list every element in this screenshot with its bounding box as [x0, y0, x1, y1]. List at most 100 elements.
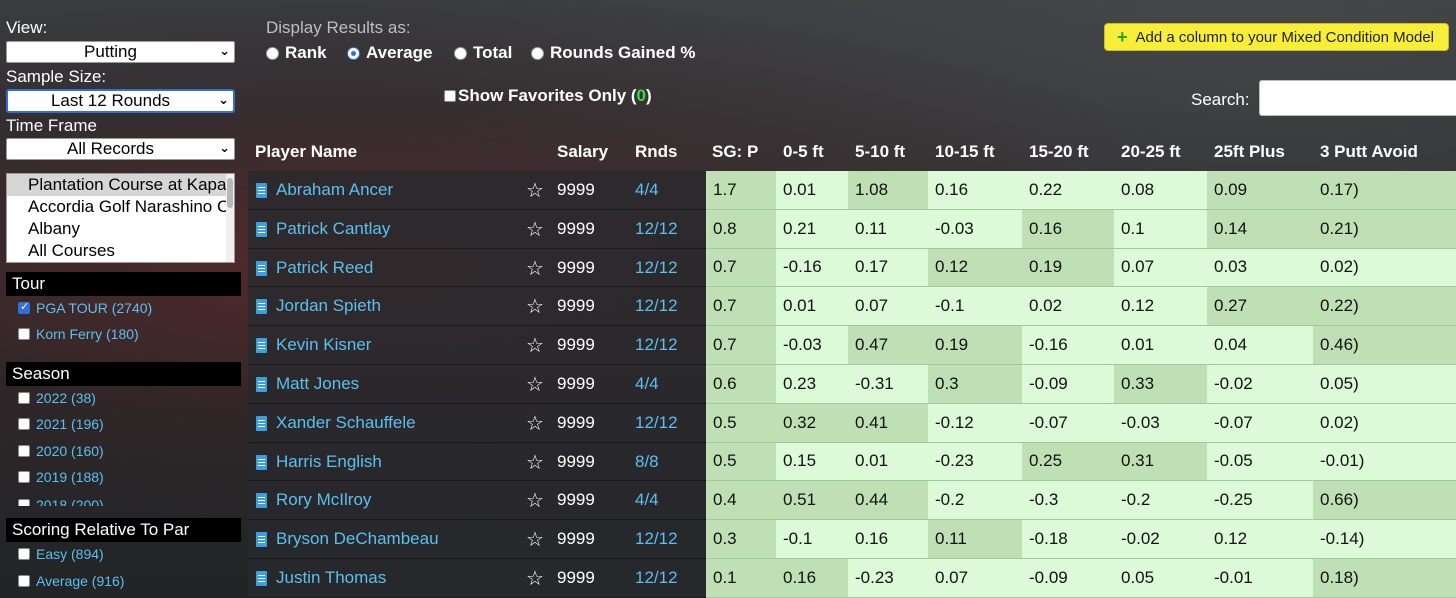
season-checkbox[interactable]: 2019 (188): [18, 468, 104, 486]
favorite-star-icon[interactable]: ☆: [526, 335, 544, 358]
document-icon[interactable]: [256, 221, 267, 237]
season-checkbox[interactable]: 2022 (38): [18, 389, 96, 407]
player-name-link[interactable]: Patrick Cantlay: [276, 218, 391, 238]
course-option[interactable]: Plantation Course at Kapalua: [7, 174, 234, 196]
stat-cell: 0.09: [1207, 171, 1313, 210]
favorite-star-icon[interactable]: ☆: [526, 412, 544, 435]
season-checkbox[interactable]: 2021 (196): [18, 415, 104, 433]
col-15-20ft[interactable]: 15-20 ft: [1029, 142, 1089, 161]
player-name-link[interactable]: Harris English: [276, 451, 382, 471]
tour-checkbox-pga[interactable]: PGA TOUR (2740): [18, 299, 152, 317]
favorites-toggle[interactable]: Show Favorites Only (0): [444, 86, 652, 106]
rounds-link[interactable]: 12/12: [635, 568, 678, 587]
document-icon[interactable]: [256, 454, 267, 470]
checkbox-icon[interactable]: [18, 392, 30, 404]
col-0-5ft[interactable]: 0-5 ft: [783, 142, 824, 161]
season-checkbox[interactable]: 2018 (200): [18, 496, 104, 506]
document-icon[interactable]: [256, 571, 267, 586]
player-name-link[interactable]: Abraham Ancer: [276, 180, 394, 199]
col-rnds[interactable]: Rnds: [635, 142, 678, 161]
rounds-link[interactable]: 12/12: [635, 335, 678, 355]
checkbox-icon[interactable]: [18, 328, 30, 340]
favorite-star-icon[interactable]: ☆: [526, 451, 544, 474]
radio-selected-icon[interactable]: [347, 46, 360, 60]
player-name-link[interactable]: Matt Jones: [276, 374, 360, 393]
time-frame-select[interactable]: All Records ⌄: [6, 138, 235, 160]
col-salary[interactable]: Salary: [557, 142, 609, 161]
radio-icon[interactable]: [454, 46, 467, 60]
col-3-putt-avoid[interactable]: 3 Putt Avoid: [1320, 142, 1418, 161]
scoring-checkbox[interactable]: Average (916): [18, 572, 124, 590]
document-icon[interactable]: [256, 532, 267, 548]
tour-checkbox-kornferry[interactable]: Korn Ferry (180): [18, 325, 139, 343]
rounds-link[interactable]: 8/8: [635, 451, 659, 471]
player-name-link[interactable]: Justin Thomas: [276, 568, 387, 587]
course-option[interactable]: Accordia Golf Narashino CC: [28, 197, 234, 216]
rounds-link[interactable]: 12/12: [635, 218, 678, 238]
col-player-name[interactable]: Player Name: [255, 142, 358, 161]
checkbox-icon[interactable]: [444, 90, 456, 102]
document-icon[interactable]: [256, 377, 267, 392]
salary-value: 9999: [557, 218, 595, 238]
rounds-link[interactable]: 12/12: [635, 412, 678, 432]
rounds-link[interactable]: 4/4: [635, 490, 659, 510]
checkbox-icon[interactable]: [18, 499, 30, 506]
col-10-15ft[interactable]: 10-15 ft: [935, 142, 995, 161]
favorite-star-icon[interactable]: ☆: [526, 180, 544, 202]
player-name-link[interactable]: Xander Schauffele: [276, 412, 416, 432]
stat-cell: 0.16: [848, 520, 928, 559]
favorite-star-icon[interactable]: ☆: [526, 296, 544, 319]
document-icon[interactable]: [256, 493, 267, 509]
view-select[interactable]: Putting ⌄: [6, 41, 235, 63]
col-sg-p[interactable]: SG: P: [712, 142, 759, 161]
rounds-link[interactable]: 12/12: [635, 529, 678, 549]
radio-total[interactable]: Total: [454, 43, 512, 63]
favorite-star-icon[interactable]: ☆: [526, 374, 544, 396]
player-name-link[interactable]: Jordan Spieth: [276, 296, 381, 316]
course-option[interactable]: All Courses: [28, 241, 115, 260]
checkbox-icon[interactable]: [18, 575, 30, 587]
checkbox-icon[interactable]: [18, 548, 30, 560]
favorite-star-icon[interactable]: ☆: [526, 490, 544, 513]
document-icon[interactable]: [256, 260, 267, 276]
radio-rank[interactable]: Rank: [266, 43, 327, 63]
search-input[interactable]: [1259, 80, 1456, 116]
checkbox-icon[interactable]: [18, 445, 30, 457]
col-25ft-plus[interactable]: 25ft Plus: [1214, 142, 1285, 161]
radio-average[interactable]: Average: [347, 43, 432, 63]
rounds-link[interactable]: 12/12: [635, 296, 678, 316]
player-info-cell: Rory McIlroy ☆ 9999 4/4: [248, 481, 706, 521]
col-20-25ft[interactable]: 20-25 ft: [1121, 142, 1181, 161]
add-column-button[interactable]: + Add a column to your Mixed Condition M…: [1104, 23, 1449, 51]
checkbox-icon[interactable]: [18, 471, 30, 483]
document-icon[interactable]: [256, 183, 267, 198]
document-icon[interactable]: [256, 415, 267, 431]
scoring-checkbox[interactable]: Easy (894): [18, 545, 104, 563]
player-name-link[interactable]: Rory McIlroy: [276, 490, 372, 510]
checkbox-icon[interactable]: [18, 418, 30, 430]
favorite-star-icon[interactable]: ☆: [526, 529, 544, 552]
course-listbox[interactable]: Plantation Course at Kapalua Accordia Go…: [6, 173, 235, 263]
course-listbox-scrollbar[interactable]: [226, 174, 234, 262]
radio-icon[interactable]: [531, 46, 544, 60]
player-name-link[interactable]: Kevin Kisner: [276, 335, 372, 355]
radio-icon[interactable]: [266, 46, 279, 60]
checkbox-checked-icon[interactable]: [18, 300, 30, 314]
rounds-link[interactable]: 4/4: [635, 374, 659, 393]
player-name-link[interactable]: Patrick Reed: [276, 257, 374, 277]
season-checkbox[interactable]: 2020 (160): [18, 442, 104, 460]
document-icon[interactable]: [256, 338, 267, 354]
favorite-star-icon[interactable]: ☆: [526, 568, 544, 590]
rounds-link[interactable]: 4/4: [635, 180, 659, 199]
document-icon[interactable]: [256, 299, 267, 315]
player-name-link[interactable]: Bryson DeChambeau: [276, 529, 439, 549]
favorite-star-icon[interactable]: ☆: [526, 257, 544, 280]
sample-size-select[interactable]: Last 12 Rounds ⌄: [6, 89, 235, 113]
course-option[interactable]: Albany: [28, 219, 80, 238]
col-5-10ft[interactable]: 5-10 ft: [855, 142, 906, 161]
rounds-link[interactable]: 12/12: [635, 257, 678, 277]
table-row: Matt Jones ☆ 9999 4/4 0.6 0.23 -0.31 0.3 -0.09 0.…: [248, 365, 1456, 404]
scrollbar-thumb[interactable]: [227, 178, 233, 208]
radio-rounds-gained[interactable]: Rounds Gained %: [531, 43, 695, 63]
favorite-star-icon[interactable]: ☆: [526, 218, 544, 241]
